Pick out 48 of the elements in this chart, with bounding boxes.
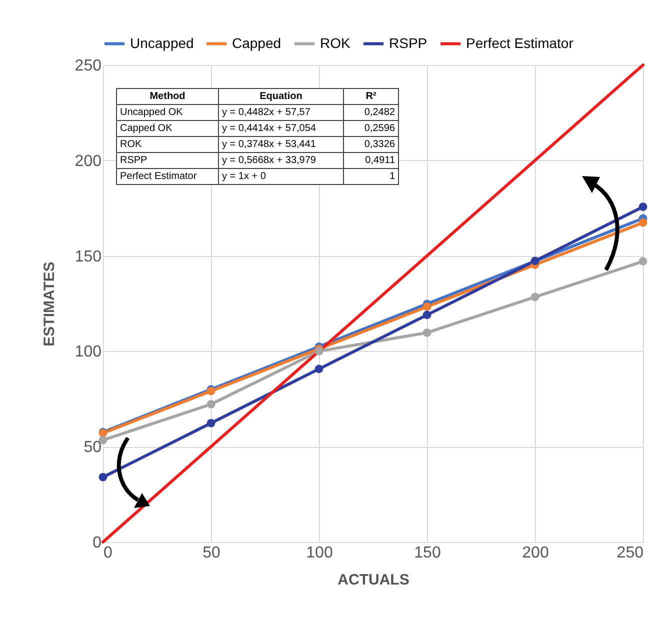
point	[422, 328, 432, 337]
point	[422, 310, 432, 320]
annotation: RSPP	[116, 152, 218, 168]
point	[206, 400, 216, 408]
annotation: 0,4911	[344, 152, 398, 168]
legend-label: Capped	[232, 34, 282, 51]
annotation: y = 0,5668x + 33,979	[218, 152, 344, 168]
annotation: Perfect Estimator	[116, 168, 218, 184]
legend-label: RSPP	[389, 34, 428, 51]
point	[530, 292, 540, 302]
point	[314, 364, 324, 374]
annotation: 0,3326	[344, 136, 398, 152]
annotation: y = 1x + 0	[218, 168, 344, 184]
annotation: y = 0,4482x + 57,57	[218, 104, 344, 120]
annotation: Uncapped OK	[116, 104, 218, 120]
annotation: 1	[344, 168, 398, 184]
annotation: Method	[116, 88, 218, 104]
annotation: R²	[344, 88, 398, 104]
point	[638, 218, 648, 227]
annotation: y = 0,4414x + 57,054	[218, 120, 344, 136]
annotation: 0,2482	[344, 104, 398, 120]
legend-label: Perfect Estimator	[466, 34, 574, 51]
annotation: y = 0,3748x + 53,441	[218, 136, 344, 152]
y-tick-label: 100	[74, 344, 102, 361]
x-tick-label: 200	[522, 544, 549, 562]
y-axis-title: ESTIMATES	[40, 262, 58, 346]
x-tick-label: 100	[306, 544, 333, 562]
x-tick-label: 150	[414, 544, 441, 562]
point	[638, 257, 648, 266]
x-tick-label: 50	[202, 544, 220, 562]
annotation: ROK	[116, 136, 218, 152]
y-tick-label: 150	[74, 248, 102, 266]
point	[638, 202, 648, 211]
legend-label: Uncapped	[130, 34, 194, 51]
annotation: Capped OK	[116, 120, 218, 136]
point	[314, 347, 324, 356]
x-axis-title: ACTUALS	[338, 572, 410, 588]
annotation: Equation	[218, 88, 344, 104]
x-tick-label: 250	[616, 544, 644, 562]
point	[98, 472, 108, 482]
annotation: 0,2596	[344, 120, 398, 136]
y-tick-label: 250	[74, 58, 102, 74]
point	[422, 302, 432, 311]
x-tick-label: 0	[104, 544, 112, 562]
legend-label: ROK	[320, 34, 351, 51]
y-tick-label: 200	[74, 152, 102, 170]
point	[206, 418, 216, 428]
y-tick-label: 50	[84, 439, 102, 456]
